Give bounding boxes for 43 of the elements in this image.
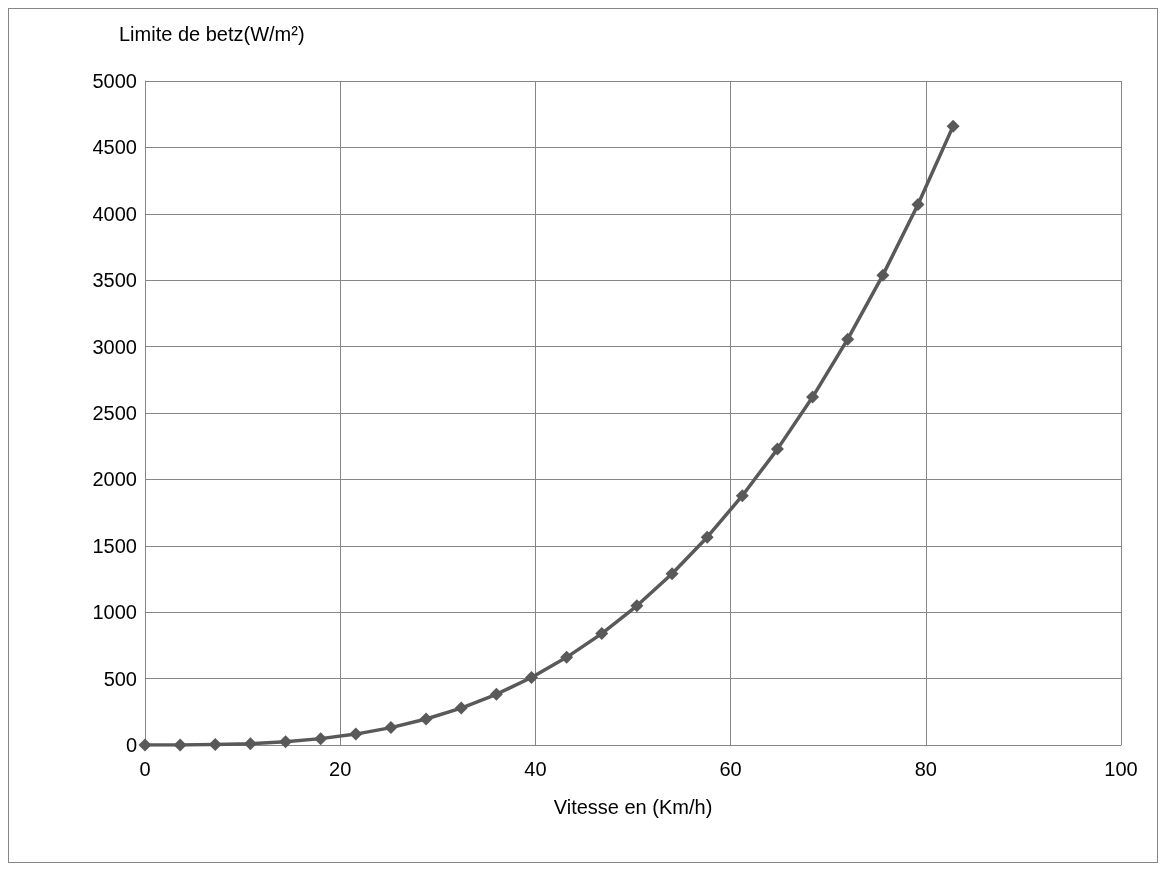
x-tick-label: 0 xyxy=(139,758,151,780)
point xyxy=(700,530,714,544)
point xyxy=(946,119,960,133)
y-tick-label: 1000 xyxy=(92,601,137,624)
point xyxy=(735,489,749,503)
y-tick-label: 4500 xyxy=(92,136,137,159)
point xyxy=(876,268,890,282)
y-tick-label: 500 xyxy=(103,667,137,690)
y-tick-label: 4000 xyxy=(92,202,137,225)
y-tick-label: 3500 xyxy=(92,269,137,292)
y-tick-label: 3000 xyxy=(92,335,137,358)
point xyxy=(208,738,222,752)
x-tick-label: 80 xyxy=(914,758,937,780)
point xyxy=(279,735,293,749)
point xyxy=(489,687,503,701)
x-tick-label: 40 xyxy=(524,758,547,780)
point xyxy=(770,442,784,456)
y-tick-label: 2000 xyxy=(92,468,137,491)
point xyxy=(419,712,433,726)
y-tick-label: 1500 xyxy=(92,534,137,557)
point xyxy=(841,332,855,346)
point xyxy=(454,701,468,715)
point xyxy=(384,721,398,735)
point xyxy=(243,737,257,751)
point xyxy=(525,671,538,685)
point xyxy=(911,198,925,211)
y-axis-title: Limite de betz(W/m²) xyxy=(119,23,305,45)
y-tick-label: 2500 xyxy=(92,402,137,424)
x-axis-title: Vitesse en (Km/h) xyxy=(553,796,713,818)
point xyxy=(314,732,328,746)
y-tick-label: 0 xyxy=(125,734,137,756)
x-tick-label: 60 xyxy=(719,758,742,780)
point xyxy=(630,599,644,613)
point xyxy=(595,627,609,641)
point xyxy=(349,727,363,741)
point xyxy=(560,650,574,664)
x-tick-label: 20 xyxy=(329,758,352,780)
y-tick-label: 5000 xyxy=(92,70,137,92)
point xyxy=(806,390,820,404)
point xyxy=(665,567,679,581)
x-tick-label: 100 xyxy=(1104,758,1138,780)
point xyxy=(173,738,187,752)
point xyxy=(138,738,152,752)
